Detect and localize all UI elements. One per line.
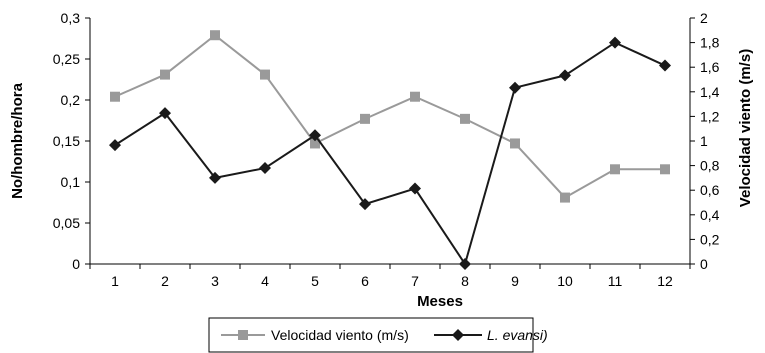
- data-point-diamond: [509, 81, 521, 94]
- right-tick-label: 2: [700, 10, 708, 26]
- data-point-square: [460, 113, 470, 124]
- left-tick-label: 0,15: [53, 133, 80, 149]
- x-tick-label: 7: [411, 273, 419, 289]
- x-tick-label: 3: [211, 273, 219, 289]
- left-tick-label: 0,2: [61, 92, 81, 108]
- data-point-diamond: [459, 258, 471, 270]
- x-tick-label: 10: [557, 273, 573, 289]
- data-point-diamond: [109, 139, 121, 152]
- x-tick-label: 4: [261, 273, 269, 289]
- right-axis-title: Velocidad viento (m/s): [737, 49, 754, 207]
- legend-label-evansi: L. evansi): [487, 327, 548, 343]
- right-axis-ticks: 0 0,2 0,4 0,6 0,8 1 1,2 1,4 1,6 1,8 2: [690, 10, 720, 272]
- left-axis-ticks: 0 0,05 0,1 0,15 0,2 0,25 0,3: [53, 10, 90, 272]
- data-point-diamond: [659, 59, 671, 72]
- data-point-square: [210, 30, 220, 41]
- data-point-diamond: [209, 171, 221, 184]
- data-point-diamond: [609, 36, 621, 49]
- data-point-square: [610, 164, 620, 175]
- right-tick-label: 0,6: [700, 182, 720, 198]
- x-tick-label: 9: [511, 273, 519, 289]
- x-axis-title: Meses: [417, 293, 463, 310]
- left-tick-label: 0,3: [61, 10, 81, 26]
- right-tick-label: 0,4: [700, 207, 720, 223]
- right-tick-label: 0,2: [700, 231, 720, 247]
- data-point-diamond: [259, 162, 271, 175]
- right-tick-label: 0,8: [700, 158, 720, 174]
- x-tick-label: 1: [111, 273, 119, 289]
- x-tick-label: 8: [461, 273, 469, 289]
- data-point-square: [110, 91, 120, 102]
- left-tick-label: 0,25: [53, 51, 80, 67]
- data-point-square: [260, 69, 270, 80]
- data-point-diamond: [359, 198, 371, 211]
- left-axis-title: No/hombre/hora: [9, 82, 26, 198]
- right-tick-label: 1: [700, 133, 708, 149]
- x-tick-label: 5: [311, 273, 319, 289]
- data-point-diamond: [559, 69, 571, 82]
- data-point-square: [560, 192, 570, 203]
- left-tick-label: 0,05: [53, 215, 80, 231]
- data-point-square: [510, 138, 520, 149]
- right-tick-label: 0: [700, 256, 708, 272]
- data-point-square: [660, 164, 670, 175]
- x-tick-label: 2: [161, 273, 169, 289]
- data-point-square: [360, 113, 370, 124]
- left-tick-label: 0,1: [61, 174, 81, 190]
- right-tick-label: 1,8: [700, 35, 720, 51]
- right-tick-label: 1,4: [700, 84, 720, 100]
- legend: Velocidad viento (m/s) L. evansi): [208, 317, 548, 353]
- x-tick-label: 11: [608, 273, 623, 289]
- series-layer: [109, 30, 671, 270]
- legend-marker-diamond: [452, 329, 464, 341]
- x-tick-label: 12: [657, 273, 673, 289]
- data-point-square: [310, 138, 320, 149]
- data-point-diamond: [309, 129, 321, 142]
- right-tick-label: 1,6: [700, 59, 720, 75]
- x-tick-label: 6: [361, 273, 369, 289]
- data-point-square: [410, 91, 420, 102]
- right-tick-label: 1,2: [700, 108, 720, 124]
- data-point-diamond: [159, 107, 171, 120]
- legend-label-velocidad: Velocidad viento (m/s): [271, 327, 409, 343]
- series-line-0: [114, 33, 665, 199]
- legend-marker-square: [238, 330, 248, 340]
- data-point-square: [160, 69, 170, 80]
- data-point-diamond: [409, 182, 421, 195]
- x-axis-ticks: 1 2 3 4 5 6 7 8 9 10 11 12: [89, 264, 691, 289]
- series-line-1: [114, 41, 666, 267]
- left-tick-label: 0: [72, 256, 80, 272]
